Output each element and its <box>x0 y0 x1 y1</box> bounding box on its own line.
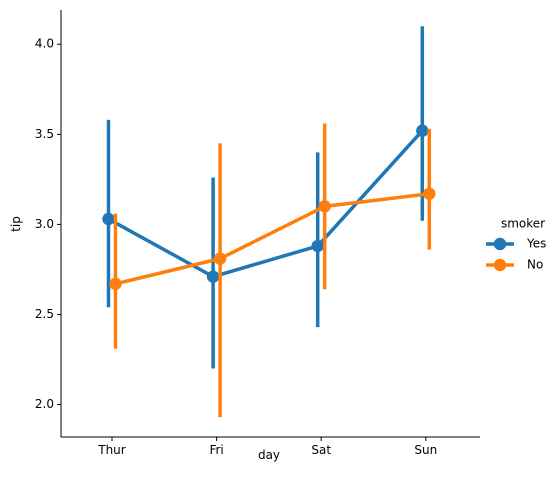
legend-item-yes: Yes <box>486 237 546 251</box>
legend-label-no: No <box>527 258 543 272</box>
legend-title: smoker <box>501 217 545 231</box>
data-point-no <box>318 200 331 213</box>
data-point-yes <box>416 124 429 137</box>
y-tick-label: 3.0 <box>35 217 54 231</box>
x-axis-label: day <box>258 448 280 462</box>
data-point-no <box>423 187 436 200</box>
series-line-yes <box>107 129 424 279</box>
legend: smoker Yes No <box>486 217 546 272</box>
legend-marker-no <box>493 258 507 272</box>
y-tick-label: 2.5 <box>35 307 54 321</box>
data-point-no <box>213 252 227 265</box>
series-line-no <box>115 192 430 286</box>
y-tick-label: 2.0 <box>35 397 54 411</box>
y-tick-label: 3.5 <box>35 127 54 141</box>
axes: 2.0 2.5 3.0 3.5 4.0 Thur Fri Sat Sun <box>35 10 480 457</box>
x-tick-label: Sat <box>311 443 331 457</box>
data-point-yes <box>206 270 220 283</box>
data-point-yes <box>311 239 324 253</box>
series-no <box>109 123 436 418</box>
y-axis-label: tip <box>9 216 23 232</box>
x-tick-label: Thur <box>97 443 126 457</box>
y-tick-label: 4.0 <box>35 37 54 51</box>
x-tick-label: Sun <box>414 443 437 457</box>
x-tick-label: Fri <box>209 443 223 457</box>
legend-item-no: No <box>486 258 543 272</box>
data-point-no <box>109 277 122 291</box>
series-yes <box>102 26 429 369</box>
legend-marker-yes <box>493 237 507 251</box>
legend-label-yes: Yes <box>526 237 546 251</box>
data-point-yes <box>102 212 115 226</box>
plot-area <box>102 26 436 418</box>
